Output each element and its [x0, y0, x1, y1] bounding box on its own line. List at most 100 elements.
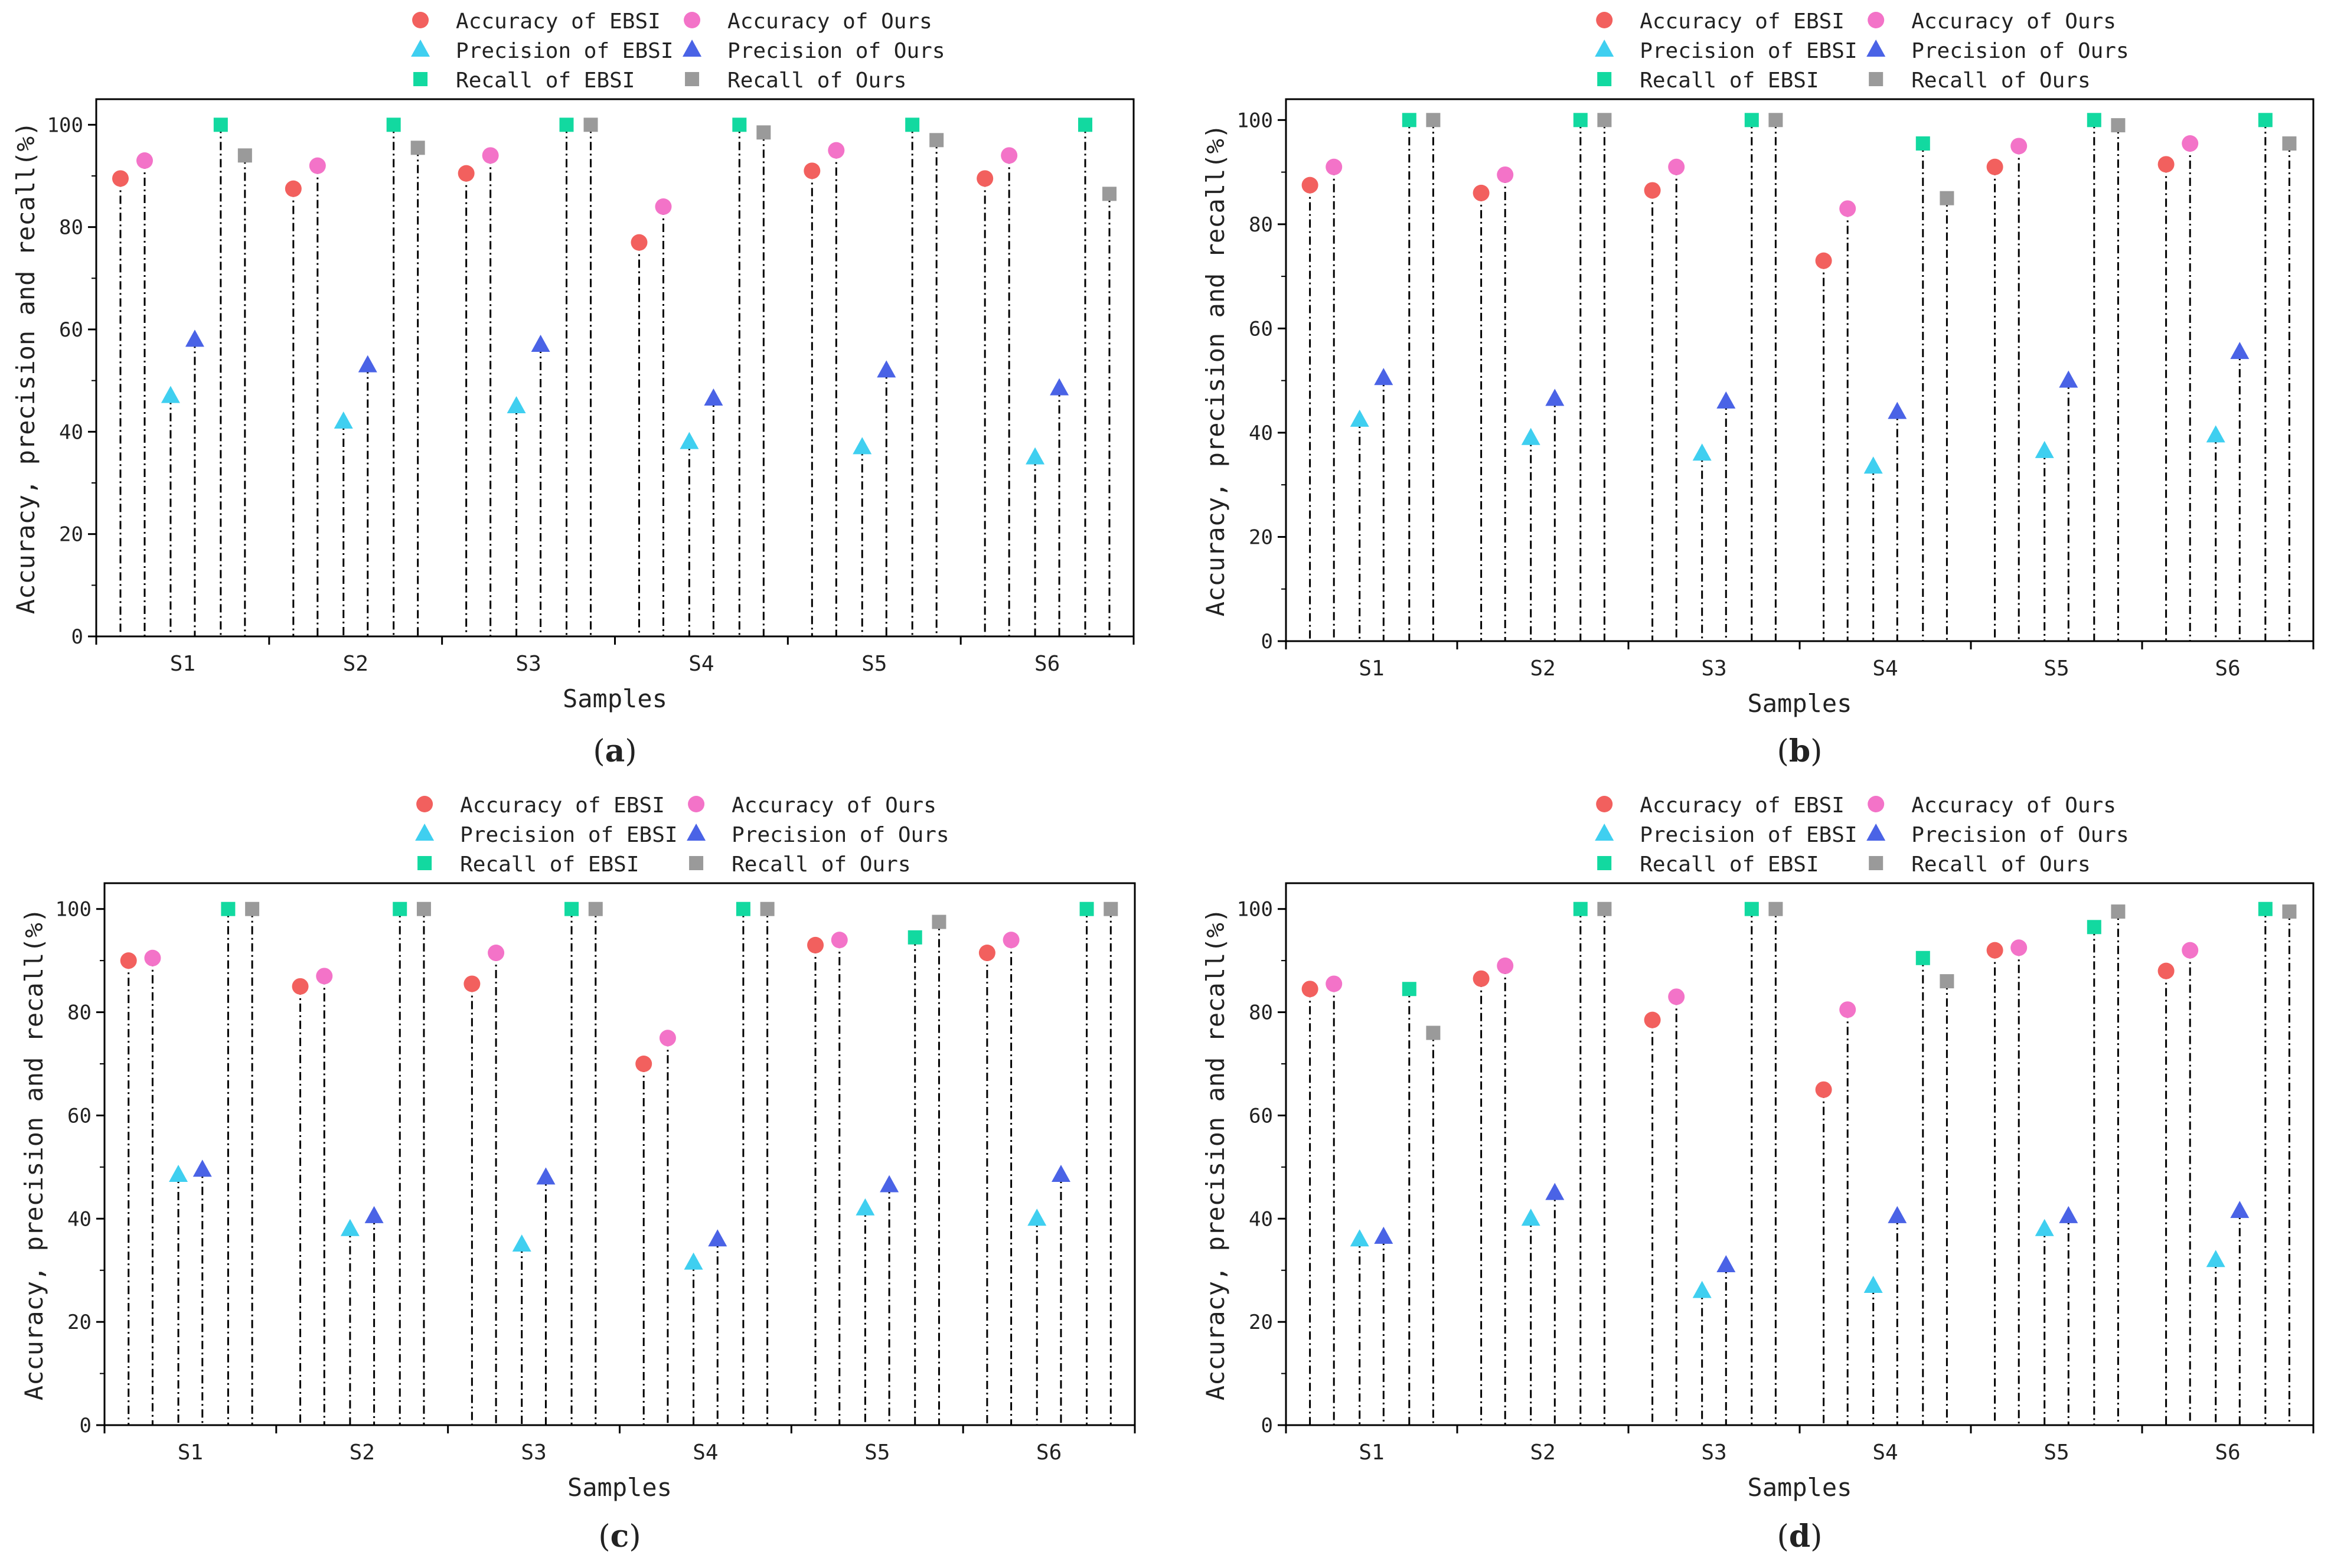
data-point-accuracy-of-ebsi-s3 [463, 975, 481, 992]
panel-label-letter: b [1789, 733, 1810, 769]
data-point-precision-of-ours-s3 [1716, 1255, 1736, 1272]
legend-marker-precision-of-ours [1866, 40, 1886, 57]
data-point-recall-of-ebsi-s4 [732, 117, 747, 132]
data-point-precision-of-ebsi-s6 [1027, 1208, 1047, 1226]
y-tick-label: 20 [1249, 525, 1273, 549]
x-tick-label-s1: S1 [1359, 656, 1384, 681]
y-tick-label: 0 [80, 1414, 92, 1438]
data-point-accuracy-of-ebsi-s5 [1986, 158, 2003, 175]
data-point-accuracy-of-ours-s6 [1001, 147, 1018, 164]
x-tick-label-s4: S4 [688, 652, 714, 676]
x-tick-label-s6: S6 [2215, 656, 2240, 681]
data-point-recall-of-ebsi-s1 [221, 901, 236, 916]
data-point-accuracy-of-ours-s4 [1839, 1001, 1856, 1018]
data-point-precision-of-ours-s4 [704, 388, 723, 406]
legend-label-accuracy-of-ours: Accuracy of Ours [727, 9, 932, 34]
legend: Accuracy of EBSI Accuracy of Ours Precisio… [415, 793, 949, 877]
data-point-precision-of-ours-s6 [2230, 342, 2250, 360]
data-point-recall-of-ours-s4 [1940, 974, 1954, 989]
panel-label: (a) [593, 733, 636, 769]
legend-marker-precision-of-ours [687, 824, 706, 841]
y-axis-title: Accuracy, precision and recall(%) [1201, 908, 1230, 1400]
data-point-recall-of-ebsi-s6 [2258, 901, 2273, 916]
data-point-accuracy-of-ours-s1 [1326, 158, 1343, 175]
legend-marker-precision-of-ebsi [1595, 40, 1614, 57]
data-point-recall-of-ebsi-s2 [386, 117, 401, 132]
legend-marker-recall-of-ours [1869, 72, 1883, 86]
legend: Accuracy of EBSI Accuracy of Ours Precisio… [411, 9, 945, 93]
y-tick-label: 20 [1249, 1311, 1273, 1334]
legend-label-recall-of-ebsi: Recall of EBSI [1640, 852, 1819, 877]
data-point-recall-of-ebsi-s1 [213, 117, 228, 132]
data-point-recall-of-ebsi-s4 [736, 901, 750, 916]
legend-marker-accuracy-of-ours [688, 796, 705, 812]
x-tick-label-s2: S2 [350, 1440, 375, 1465]
y-tick-label: 40 [59, 420, 83, 444]
data-point-accuracy-of-ebsi-s3 [458, 165, 475, 182]
data-point-precision-of-ours-s5 [2059, 1206, 2078, 1223]
data-point-accuracy-of-ours-s4 [659, 1030, 676, 1047]
data-point-accuracy-of-ours-s5 [831, 932, 848, 949]
data-point-recall-of-ours-s4 [756, 125, 771, 140]
y-tick-label: 80 [1249, 1001, 1273, 1025]
legend-label-recall-of-ours: Recall of Ours [732, 852, 910, 877]
data-point-accuracy-of-ours-s1 [136, 152, 153, 169]
x-tick-label-s1: S1 [178, 1440, 203, 1465]
data-point-precision-of-ebsi-s1 [161, 386, 180, 403]
y-tick-label: 80 [59, 216, 83, 240]
data-point-precision-of-ebsi-s3 [512, 1234, 531, 1252]
data-point-recall-of-ebsi-s1 [1402, 113, 1416, 128]
data-point-accuracy-of-ours-s4 [1839, 200, 1856, 217]
data-point-recall-of-ebsi-s5 [2087, 113, 2101, 128]
legend-marker-accuracy-of-ours [1868, 12, 1885, 28]
data-point-precision-of-ours-s4 [1888, 1206, 1907, 1223]
data-point-recall-of-ebsi-s2 [393, 901, 407, 916]
data-point-accuracy-of-ebsi-s1 [1301, 981, 1318, 998]
data-point-accuracy-of-ours-s2 [1497, 166, 1514, 183]
data-point-precision-of-ebsi-s5 [2035, 440, 2054, 458]
legend-marker-recall-of-ours [685, 72, 700, 86]
data-point-accuracy-of-ours-s6 [2182, 135, 2199, 152]
data-point-recall-of-ebsi-s3 [564, 901, 579, 916]
data-point-accuracy-of-ebsi-s5 [1986, 942, 2003, 959]
data-point-recall-of-ours-s2 [410, 141, 425, 155]
panel-label-letter: c [611, 1518, 629, 1554]
data-point-accuracy-of-ours-s5 [828, 142, 845, 159]
legend-label-precision-of-ebsi: Precision of EBSI [1640, 39, 1857, 63]
legend-marker-recall-of-ebsi [1597, 72, 1612, 86]
data-point-accuracy-of-ebsi-s5 [807, 936, 824, 953]
y-axis-title: Accuracy, precision and recall(%) [11, 122, 40, 614]
x-tick-label-s2: S2 [1530, 1440, 1555, 1465]
data-point-precision-of-ours-s1 [1374, 1226, 1393, 1244]
data-point-precision-of-ebsi-s2 [1521, 427, 1540, 445]
data-point-precision-of-ebsi-s5 [2035, 1219, 2054, 1236]
data-point-precision-of-ebsi-s2 [1521, 1208, 1540, 1226]
legend-label-accuracy-of-ours: Accuracy of Ours [1911, 793, 2116, 818]
data-point-accuracy-of-ebsi-s6 [978, 945, 995, 962]
data-point-precision-of-ours-s3 [531, 335, 550, 352]
data-point-accuracy-of-ebsi-s3 [1644, 1011, 1661, 1028]
x-tick-label-s6: S6 [2215, 1440, 2240, 1465]
legend-marker-accuracy-of-ebsi [412, 12, 429, 28]
data-point-recall-of-ours-s3 [1768, 901, 1783, 916]
data-point-accuracy-of-ebsi-s1 [120, 952, 137, 969]
y-tick-label: 20 [67, 1311, 92, 1334]
chart-panel-a: 0 20 40 60 80 100 S1 S2 S3 S4 S5 S6 Samples Accuracy,… [11, 9, 1135, 769]
x-tick-label-s4: S4 [1872, 656, 1898, 681]
legend-label-accuracy-of-ebsi: Accuracy of EBSI [1640, 793, 1845, 818]
panel-label-open: ( [1777, 734, 1789, 769]
data-point-precision-of-ebsi-s3 [1692, 1280, 1712, 1298]
data-point-recall-of-ours-s2 [1597, 113, 1612, 128]
data-point-precision-of-ours-s6 [1050, 378, 1069, 396]
data-point-precision-of-ebsi-s1 [1350, 1229, 1369, 1247]
legend: Accuracy of EBSI Accuracy of Ours Precisio… [1595, 793, 2129, 877]
legend-marker-recall-of-ours [1869, 856, 1883, 870]
x-axis-title: Samples [567, 1473, 672, 1502]
data-point-accuracy-of-ebsi-s1 [112, 170, 129, 187]
y-tick-label: 80 [1249, 213, 1273, 237]
x-tick-label-s3: S3 [1701, 656, 1726, 681]
y-tick-label: 100 [1237, 109, 1273, 132]
plot-area-frame [103, 882, 1136, 1426]
x-tick-label-s6: S6 [1036, 1440, 1062, 1465]
